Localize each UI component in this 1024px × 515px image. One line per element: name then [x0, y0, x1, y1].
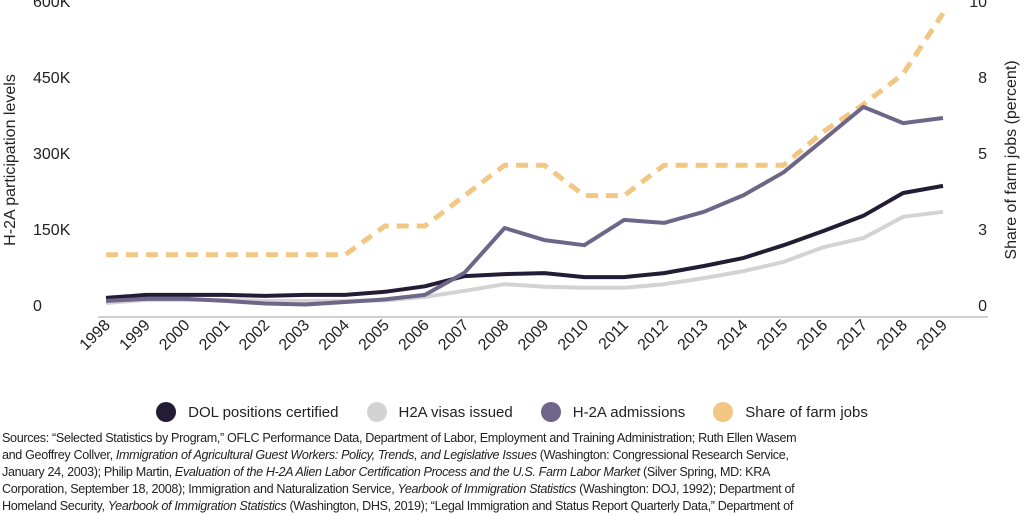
sources-line: Corporation, September 18, 2008); Immigr… [2, 481, 1024, 498]
sources-note: Sources: “Selected Statistics by Program… [2, 430, 1024, 515]
source-text: (Silver Spring, MD: KRA [640, 465, 770, 479]
x-tick-label: 2017 [834, 317, 871, 354]
line-chart: 0 150K 300K 450K 600K 0 3 5 8 10 H-2A participatio… [0, 0, 1024, 400]
y-tick-label: 600K [33, 0, 71, 11]
y-tick-label: 300K [33, 146, 71, 163]
legend-item: H2A visas issued [367, 402, 513, 422]
series-line-dol-positions-certified [106, 186, 943, 298]
x-tick-label: 2001 [196, 317, 233, 354]
legend-item: DOL positions certified [156, 402, 338, 422]
legend-label: DOL positions certified [188, 404, 338, 421]
source-text: Homeland Security, [2, 499, 108, 513]
sources-line: and Geoffrey Collver, Immigration of Agr… [2, 447, 1024, 464]
x-tick-label: 2003 [276, 317, 313, 354]
source-text: (Washington: DOJ, 1992); Department of [576, 482, 794, 496]
legend-label: H-2A admissions [573, 404, 686, 421]
sources-line: Sources: “Selected Statistics by Program… [2, 430, 1024, 447]
x-tick-label: 2007 [435, 317, 472, 354]
y-right-tick-label: 3 [978, 222, 987, 239]
y-right-axis-title: Share of farm jobs (percent) [1003, 60, 1020, 259]
x-tick-label: 1998 [77, 317, 114, 354]
sources-line: Homeland Security, Yearbook of Immigrati… [2, 498, 1024, 515]
legend-swatch [367, 402, 387, 422]
x-tick-label: 2002 [236, 317, 273, 354]
y-tick-label: 450K [33, 70, 71, 87]
x-tick-label: 2010 [555, 317, 592, 354]
x-tick-label: 2009 [515, 317, 552, 354]
x-tick-label: 2011 [596, 317, 632, 353]
legend-label: H2A visas issued [399, 404, 513, 421]
series-line-share-of-farm-jobs [106, 13, 943, 255]
x-tick-label: 2016 [794, 317, 831, 354]
source-title: Immigration of Agricultural Guest Worker… [116, 448, 537, 462]
x-tick-label: 2008 [475, 317, 512, 354]
x-tick-label: 2004 [316, 317, 353, 354]
legend-item: Share of farm jobs [713, 402, 868, 422]
source-title: Yearbook of Immigration Statistics [398, 482, 577, 496]
source-text: and Geoffrey Collver, [2, 448, 116, 462]
sources-line: January 24, 2003); Philip Martin, Evalua… [2, 464, 1024, 481]
y-right-tick-label: 0 [978, 298, 987, 315]
y-tick-label: 150K [33, 222, 71, 239]
y-right-tick-label: 10 [969, 0, 987, 11]
source-text: Corporation, September 18, 2008); Immigr… [2, 482, 398, 496]
x-tick-label: 2013 [674, 317, 711, 354]
y-right-tick-label: 8 [978, 70, 987, 87]
legend: DOL positions certified H2A visas issued H… [0, 402, 1024, 422]
x-tick-label: 1999 [116, 317, 153, 354]
series-line-h2a-visas-issued [106, 212, 943, 303]
legend-swatch [541, 402, 561, 422]
y-right-tick-label: 5 [978, 146, 987, 163]
x-tick-label: 2000 [156, 317, 193, 354]
x-tick-label: 2019 [914, 317, 951, 354]
x-tick-label: 2018 [874, 317, 911, 354]
x-tick-label: 2006 [395, 317, 432, 354]
source-text: Sources: “Selected Statistics by Program… [2, 431, 796, 445]
legend-item: H-2A admissions [541, 402, 686, 422]
x-tick-label: 2005 [356, 317, 393, 354]
source-text: (Washington, DHS, 2019); “Legal Immigrat… [286, 499, 793, 513]
x-tick-label: 2014 [714, 317, 751, 354]
source-title: Evaluation of the H-2A Alien Labor Certi… [175, 465, 640, 479]
x-tick-label: 2015 [754, 317, 791, 354]
y-axis-title: H-2A participation levels [2, 74, 19, 246]
legend-swatch [713, 402, 733, 422]
source-text: January 24, 2003); Philip Martin, [2, 465, 175, 479]
legend-swatch [156, 402, 176, 422]
y-tick-label: 0 [33, 298, 42, 315]
legend-label: Share of farm jobs [745, 404, 868, 421]
x-tick-label: 2012 [635, 317, 672, 354]
source-text: (Washington: Congressional Research Serv… [537, 448, 789, 462]
source-title: Yearbook of Immigration Statistics [108, 499, 287, 513]
